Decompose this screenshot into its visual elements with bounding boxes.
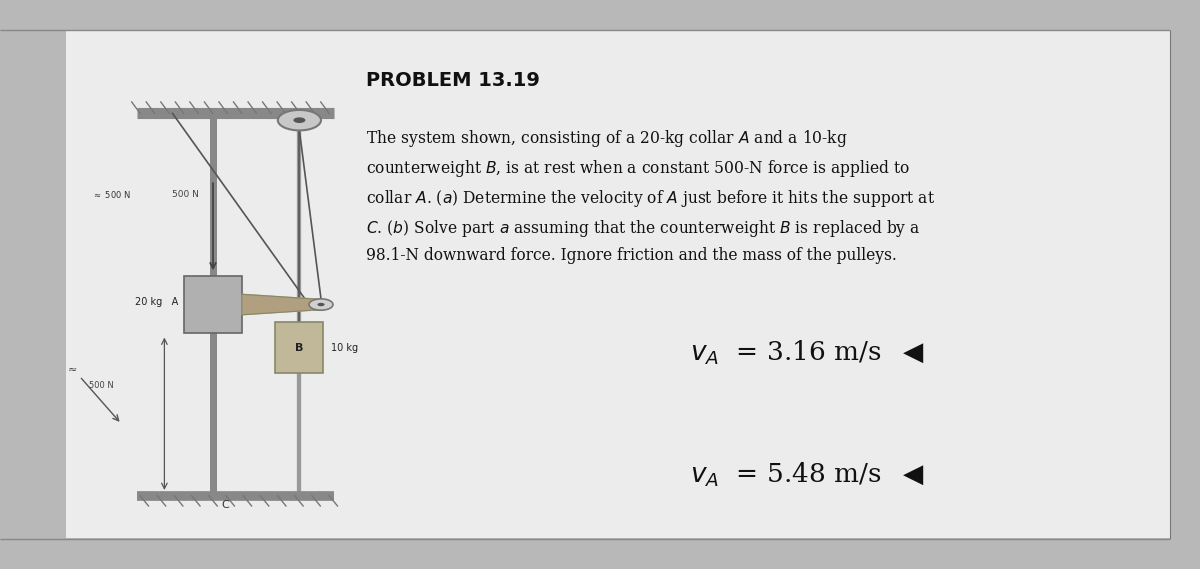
Text: C: C <box>221 500 229 510</box>
Circle shape <box>308 299 334 310</box>
Text: $\approx$ 500 N: $\approx$ 500 N <box>91 189 131 200</box>
Circle shape <box>293 117 305 123</box>
Text: 20 kg   A: 20 kg A <box>134 296 178 307</box>
Text: 500 N: 500 N <box>172 190 198 199</box>
Text: PROBLEM 13.19: PROBLEM 13.19 <box>366 71 540 90</box>
Text: $v_A$  = 5.48 m/s  $\blacktriangleleft$: $v_A$ = 5.48 m/s $\blacktriangleleft$ <box>690 461 925 489</box>
Circle shape <box>277 110 322 130</box>
Text: 500 N: 500 N <box>89 381 114 390</box>
Polygon shape <box>242 294 320 315</box>
Text: The system shown, consisting of a 20-kg collar $A$ and a 10-kg
counterweight $B$: The system shown, consisting of a 20-kg … <box>366 128 935 264</box>
Bar <box>185 276 242 333</box>
Text: $\approx$: $\approx$ <box>65 364 77 373</box>
Bar <box>66 31 1170 538</box>
Text: $v_A$  = 3.16 m/s  $\blacktriangleleft$: $v_A$ = 3.16 m/s $\blacktriangleleft$ <box>690 339 925 367</box>
Text: B: B <box>295 343 304 353</box>
Text: 10 kg: 10 kg <box>330 343 358 353</box>
Bar <box>276 322 324 373</box>
Circle shape <box>317 303 324 306</box>
